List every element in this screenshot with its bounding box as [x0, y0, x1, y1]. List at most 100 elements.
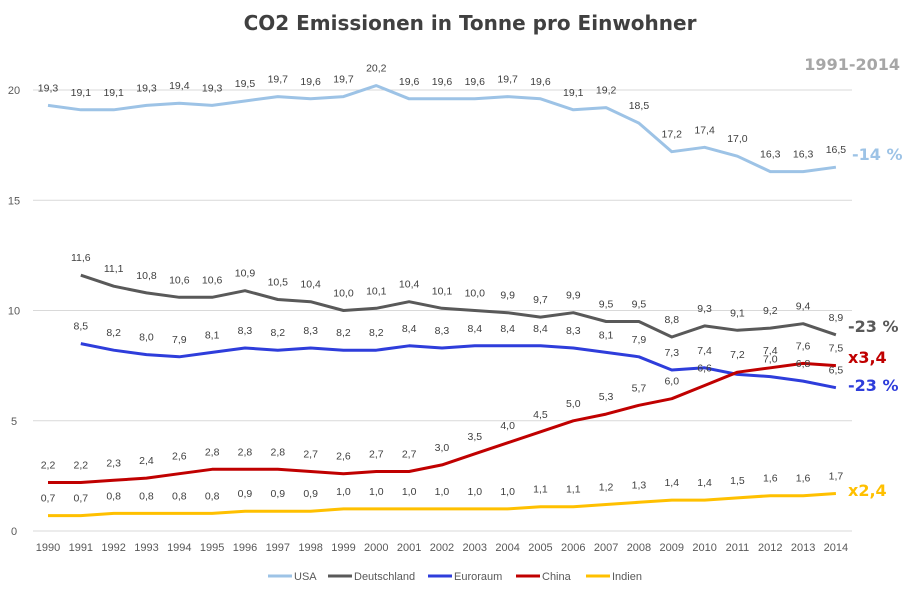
data-label: 4,0: [500, 420, 515, 432]
x-tick-label: 1992: [101, 542, 125, 554]
y-tick-label: 20: [8, 85, 20, 97]
data-label: 2,4: [139, 455, 154, 467]
data-label: 19,1: [563, 87, 584, 99]
data-label: 10,9: [235, 268, 256, 280]
data-label: 17,4: [694, 124, 715, 136]
data-label: 8,1: [205, 329, 220, 341]
data-label: 19,3: [136, 82, 157, 94]
data-label: 7,3: [664, 347, 679, 359]
y-tick-label: 0: [11, 526, 17, 538]
data-label: 8,3: [435, 325, 450, 337]
series-annotations: -14 % -23 % -23 % x3,4 x2,4: [848, 145, 903, 500]
data-label: 19,5: [235, 78, 256, 90]
data-label: 2,7: [402, 448, 417, 460]
data-label: 10,6: [202, 274, 223, 286]
data-label: 19,6: [300, 76, 321, 88]
data-label: 8,3: [238, 325, 253, 337]
data-label: 8,3: [566, 325, 581, 337]
data-label: 2,7: [369, 448, 384, 460]
x-tick-label: 2011: [726, 542, 750, 554]
data-label: 8,8: [664, 314, 679, 326]
y-tick-label: 5: [11, 416, 17, 428]
data-label: 19,3: [38, 82, 59, 94]
data-label: 16,3: [760, 149, 781, 161]
data-label: 2,6: [336, 451, 351, 463]
data-label: 19,6: [399, 76, 420, 88]
data-label: 6,5: [829, 365, 844, 377]
data-label: 8,2: [271, 327, 286, 339]
data-label: 2,8: [271, 446, 286, 458]
data-label: 19,7: [268, 74, 289, 86]
y-axis-ticks: 0 5 10 15 20: [8, 85, 20, 538]
data-label: 9,4: [796, 301, 811, 313]
data-label: 7,9: [632, 334, 647, 346]
x-tick-label: 1995: [200, 542, 224, 554]
data-label: 9,9: [500, 290, 515, 302]
data-label: 8,4: [467, 323, 482, 335]
data-label: 0,9: [271, 488, 286, 500]
data-label: 8,4: [402, 323, 417, 335]
annotation-indien: x2,4: [848, 481, 887, 500]
data-label: 0,7: [74, 493, 89, 505]
data-label: 8,2: [369, 327, 384, 339]
data-label: 1,0: [336, 486, 351, 498]
legend-label: China: [542, 571, 572, 583]
data-label: 5,7: [632, 382, 647, 394]
data-label: 0,9: [303, 488, 318, 500]
data-label: 17,2: [662, 129, 683, 141]
data-label: 10,0: [465, 288, 486, 300]
data-label: 2,8: [238, 446, 253, 458]
x-tick-label: 1994: [167, 542, 191, 554]
data-label: 1,4: [697, 477, 712, 489]
data-label: 2,6: [172, 451, 187, 463]
data-label: 16,3: [793, 149, 814, 161]
annotation-euroraum: -23 %: [848, 376, 899, 395]
data-label: 6,8: [796, 358, 811, 370]
x-tick-label: 2008: [627, 542, 651, 554]
y-tick-label: 10: [8, 306, 20, 318]
data-label: 9,5: [599, 299, 614, 311]
x-tick-label: 1990: [36, 542, 60, 554]
x-tick-label: 2013: [791, 542, 815, 554]
data-label: 19,4: [169, 80, 190, 92]
data-label: 1,2: [599, 482, 614, 494]
data-label: 0,8: [205, 490, 220, 502]
data-label: 17,0: [727, 133, 748, 145]
annotation-deutschland: -23 %: [848, 317, 899, 336]
data-label: 19,6: [465, 76, 486, 88]
data-label: 7,2: [730, 349, 745, 361]
x-axis-ticks: 1990 1991 1992 1993 1994 1995 1996 1997 1998 1999…: [36, 542, 848, 554]
legend-label: Euroraum: [454, 571, 502, 583]
data-label: 1,3: [632, 479, 647, 491]
data-label: 20,2: [366, 63, 387, 75]
data-label: 1,5: [730, 475, 745, 487]
data-label: 10,4: [300, 279, 321, 291]
data-label: 19,7: [333, 74, 354, 86]
series-line-deutschland: [80, 273, 837, 339]
data-label: 2,3: [106, 457, 121, 469]
data-label: 1,6: [796, 473, 811, 485]
data-label: 8,4: [500, 323, 515, 335]
data-label: 8,0: [139, 332, 154, 344]
data-label: 5,0: [566, 398, 581, 410]
x-tick-label: 2006: [561, 542, 585, 554]
annotation-china: x3,4: [848, 348, 887, 367]
series-lines: [47, 84, 837, 518]
data-label: 1,1: [533, 484, 548, 496]
data-label: 10,6: [169, 274, 190, 286]
data-label: 7,9: [172, 334, 187, 346]
legend-label: Deutschland: [354, 571, 415, 583]
data-label: 19,2: [596, 85, 617, 97]
x-tick-label: 2010: [692, 542, 716, 554]
data-label: 9,9: [566, 290, 581, 302]
data-label: 1,1: [566, 484, 581, 496]
data-label: 1,0: [467, 486, 482, 498]
data-label: 7,5: [829, 343, 844, 355]
data-label: 8,2: [106, 327, 121, 339]
series-line-euroraum: [80, 342, 837, 390]
data-label: 8,2: [336, 327, 351, 339]
data-label: 8,3: [303, 325, 318, 337]
x-tick-label: 2012: [758, 542, 782, 554]
data-label: 9,3: [697, 303, 712, 315]
data-label: 8,5: [74, 321, 89, 333]
